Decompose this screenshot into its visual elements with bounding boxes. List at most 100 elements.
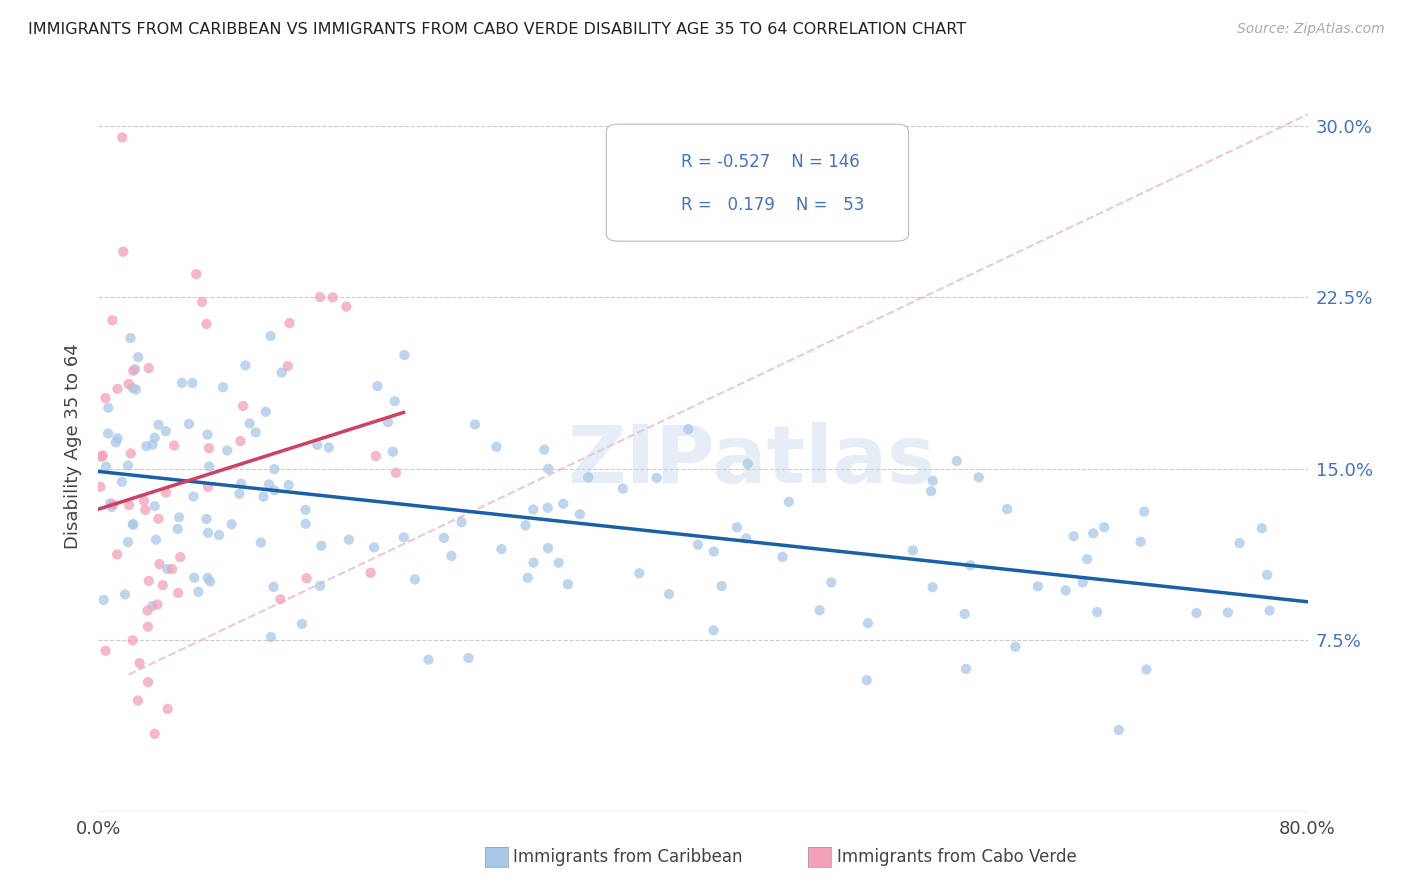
Point — [921, 474, 943, 488]
Text: Immigrants from Cabo Verde: Immigrants from Cabo Verde — [837, 848, 1077, 866]
Point — [118, 498, 141, 512]
Point — [197, 571, 219, 585]
Point — [1108, 723, 1130, 737]
Point — [124, 362, 146, 376]
Point — [198, 574, 221, 589]
Text: IMMIGRANTS FROM CARIBBEAN VS IMMIGRANTS FROM CABO VERDE DISABILITY AGE 35 TO 64 : IMMIGRANTS FROM CARIBBEAN VS IMMIGRANTS … — [28, 22, 966, 37]
Point — [901, 543, 924, 558]
Point — [537, 500, 560, 515]
Point — [995, 502, 1018, 516]
Point — [533, 442, 555, 457]
Point — [145, 533, 167, 547]
Point — [143, 499, 166, 513]
Point — [278, 316, 301, 330]
Point — [155, 485, 177, 500]
Point — [645, 471, 668, 485]
Point — [191, 294, 214, 309]
Point — [181, 376, 204, 390]
Point — [100, 496, 122, 510]
Point — [537, 541, 560, 556]
Point — [1004, 640, 1026, 654]
Point — [921, 580, 943, 594]
Point — [233, 359, 256, 373]
Point — [121, 381, 143, 395]
Point — [254, 405, 277, 419]
Point — [450, 515, 472, 529]
Point — [1076, 552, 1098, 566]
Point — [1250, 521, 1272, 535]
Point — [94, 459, 117, 474]
Point — [250, 535, 273, 549]
Point — [186, 267, 208, 281]
Point — [111, 475, 134, 489]
Point — [97, 401, 120, 415]
Point — [1135, 663, 1157, 677]
Point — [136, 603, 159, 617]
Point — [148, 417, 170, 432]
Point — [260, 630, 283, 644]
Point — [117, 535, 139, 549]
Point — [112, 244, 135, 259]
Point — [294, 503, 316, 517]
Point — [553, 497, 575, 511]
Point — [156, 562, 179, 576]
Point — [1085, 605, 1108, 619]
Point — [433, 531, 456, 545]
Point — [132, 493, 155, 508]
Point — [516, 571, 538, 585]
Point — [270, 366, 292, 380]
Point — [120, 446, 142, 460]
Point — [557, 577, 579, 591]
Point — [91, 449, 114, 463]
Point — [291, 616, 314, 631]
Point — [128, 656, 150, 670]
Point — [167, 586, 190, 600]
Point — [703, 544, 725, 558]
Point — [658, 587, 681, 601]
Point — [143, 431, 166, 445]
Point — [138, 361, 160, 376]
Point — [135, 439, 157, 453]
Text: R = -0.527    N = 146: R = -0.527 N = 146 — [682, 153, 860, 171]
Point — [953, 607, 976, 621]
Point — [385, 466, 408, 480]
Point — [1071, 575, 1094, 590]
Point — [93, 593, 115, 607]
Point — [198, 459, 221, 474]
Point — [295, 571, 318, 585]
Point — [377, 415, 399, 429]
Point — [277, 478, 299, 492]
Point — [89, 480, 111, 494]
Point — [245, 425, 267, 440]
Point — [166, 522, 188, 536]
Point — [522, 502, 544, 516]
Y-axis label: Disability Age 35 to 64: Disability Age 35 to 64 — [65, 343, 83, 549]
Point — [737, 457, 759, 471]
Point — [612, 482, 634, 496]
Point — [404, 572, 426, 586]
Point — [152, 578, 174, 592]
Point — [170, 376, 193, 390]
Point — [337, 533, 360, 547]
Point — [568, 508, 591, 522]
Point — [394, 348, 416, 362]
Point — [114, 587, 136, 601]
Point — [1083, 526, 1105, 541]
Point — [277, 359, 299, 373]
Point — [364, 449, 387, 463]
Point — [146, 598, 169, 612]
Point — [515, 518, 537, 533]
Point — [197, 525, 219, 540]
Point — [710, 579, 733, 593]
Point — [309, 290, 332, 304]
Point — [198, 441, 221, 455]
Point — [955, 662, 977, 676]
Point — [537, 462, 560, 476]
Point — [252, 490, 274, 504]
Point — [228, 487, 250, 501]
Point — [576, 470, 599, 484]
Point — [820, 575, 842, 590]
Point — [309, 579, 332, 593]
Point — [141, 438, 163, 452]
Point — [90, 450, 112, 464]
